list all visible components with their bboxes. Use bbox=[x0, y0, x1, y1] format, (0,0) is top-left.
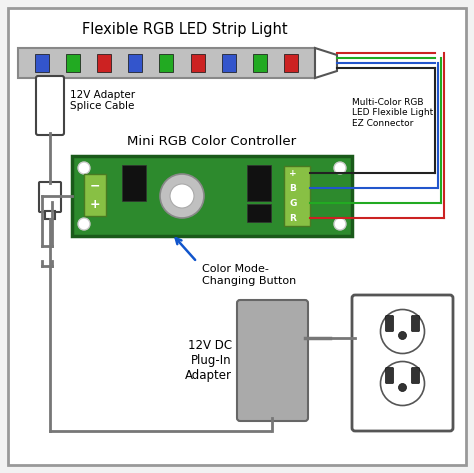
Text: Mini RGB Color Controller: Mini RGB Color Controller bbox=[128, 135, 297, 148]
FancyBboxPatch shape bbox=[385, 315, 393, 332]
Circle shape bbox=[170, 184, 194, 208]
Bar bbox=[159, 54, 173, 72]
FancyBboxPatch shape bbox=[411, 368, 419, 384]
Circle shape bbox=[399, 332, 407, 340]
Bar bbox=[35, 54, 49, 72]
Circle shape bbox=[334, 218, 346, 230]
Bar bbox=[247, 165, 271, 201]
FancyBboxPatch shape bbox=[237, 300, 308, 421]
Text: −: − bbox=[90, 179, 100, 192]
FancyBboxPatch shape bbox=[36, 76, 64, 135]
Bar bbox=[97, 54, 111, 72]
Polygon shape bbox=[315, 48, 337, 78]
Bar bbox=[284, 166, 310, 226]
FancyBboxPatch shape bbox=[352, 295, 453, 431]
Circle shape bbox=[381, 309, 425, 353]
FancyBboxPatch shape bbox=[72, 156, 352, 236]
Text: +: + bbox=[90, 198, 100, 211]
Text: G: G bbox=[289, 199, 297, 208]
Circle shape bbox=[381, 361, 425, 405]
Text: Multi-Color RGB
LED Flexible Light
EZ Connector: Multi-Color RGB LED Flexible Light EZ Co… bbox=[352, 98, 433, 128]
Circle shape bbox=[399, 384, 407, 392]
Text: +: + bbox=[289, 169, 297, 178]
Circle shape bbox=[78, 162, 90, 174]
Text: Color Mode-
Changing Button: Color Mode- Changing Button bbox=[202, 264, 296, 286]
FancyBboxPatch shape bbox=[385, 368, 393, 384]
FancyBboxPatch shape bbox=[411, 315, 419, 332]
Bar bbox=[128, 54, 142, 72]
Bar bbox=[247, 204, 271, 222]
Bar bbox=[84, 174, 106, 216]
Circle shape bbox=[78, 218, 90, 230]
Bar bbox=[18, 48, 315, 78]
Bar bbox=[191, 54, 205, 72]
Bar bbox=[253, 54, 267, 72]
Text: 12V DC
Plug-In
Adapter: 12V DC Plug-In Adapter bbox=[185, 339, 232, 382]
Text: R: R bbox=[290, 214, 296, 223]
Bar bbox=[45, 211, 55, 219]
Circle shape bbox=[334, 162, 346, 174]
Text: Flexible RGB LED Strip Light: Flexible RGB LED Strip Light bbox=[82, 23, 288, 37]
Bar bbox=[122, 165, 146, 201]
Circle shape bbox=[160, 174, 204, 218]
Bar bbox=[222, 54, 236, 72]
Text: B: B bbox=[290, 184, 296, 193]
Bar bbox=[66, 54, 80, 72]
FancyBboxPatch shape bbox=[39, 182, 61, 212]
Bar bbox=[284, 54, 298, 72]
Text: 12V Adapter
Splice Cable: 12V Adapter Splice Cable bbox=[70, 90, 135, 111]
